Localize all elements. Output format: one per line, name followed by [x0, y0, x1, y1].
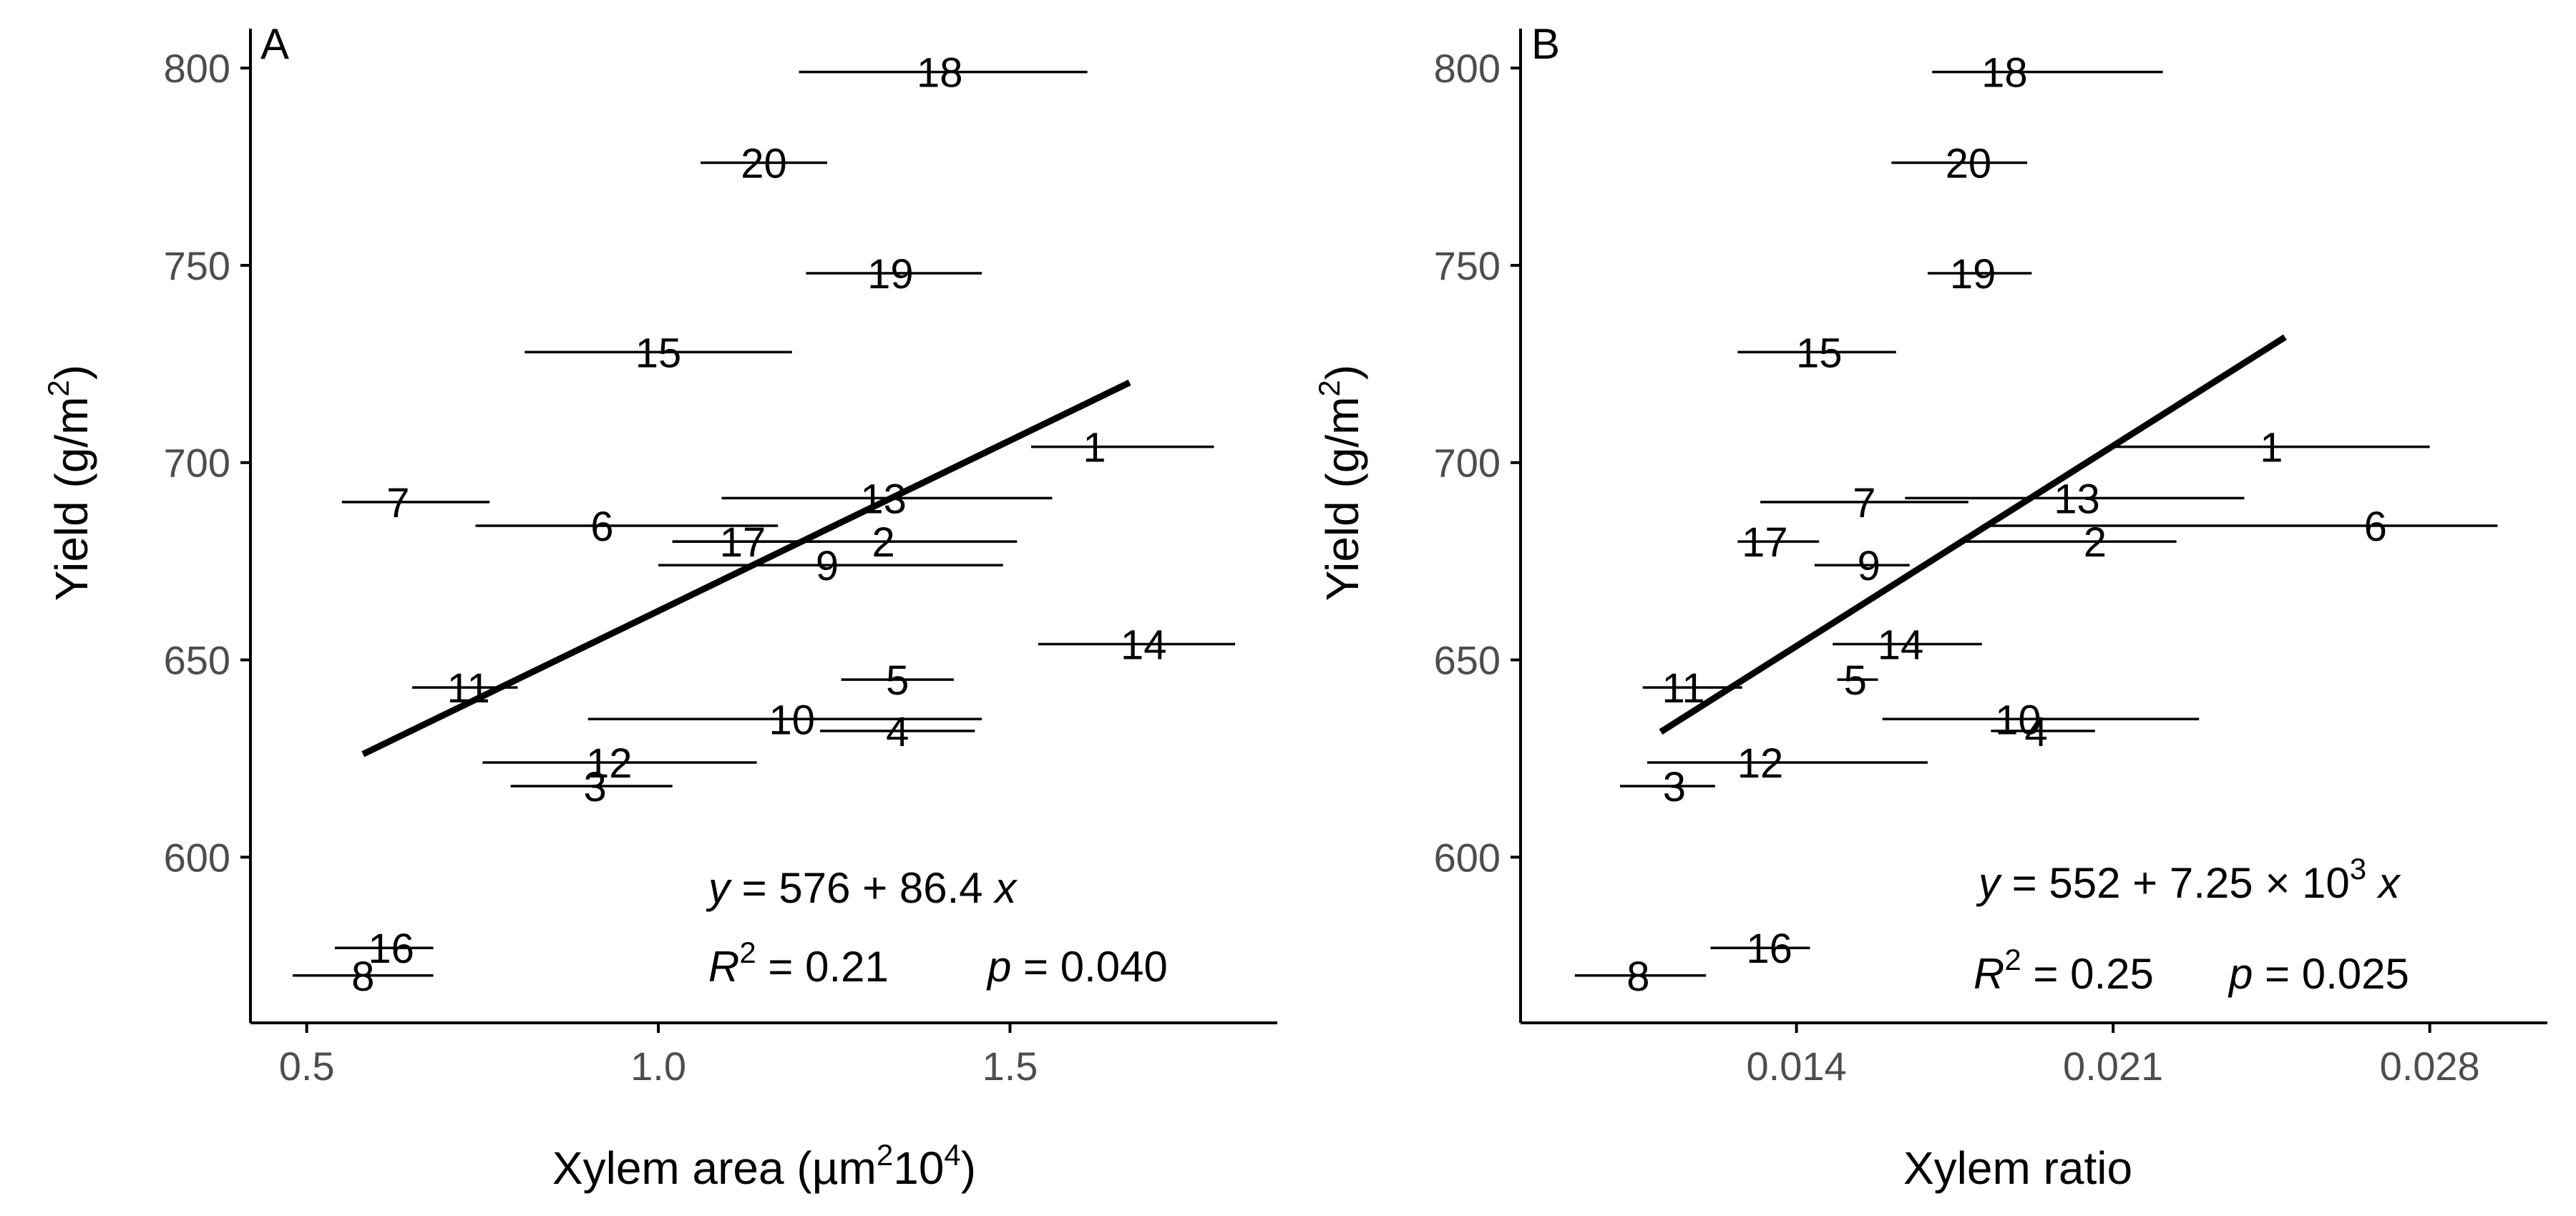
y-tick-label: 800	[1434, 46, 1501, 91]
point-label-10: 10	[769, 697, 816, 743]
x-tick-label: 1.5	[982, 1044, 1038, 1089]
point-label-1: 1	[2260, 425, 2283, 471]
point-label-2: 2	[872, 519, 894, 566]
point-label-18: 18	[917, 50, 963, 97]
point-label-15: 15	[635, 330, 682, 376]
point-label-8: 8	[1626, 953, 1649, 1000]
point-label-17: 17	[1742, 519, 1788, 566]
point-label-12: 12	[586, 740, 633, 787]
point-label-4: 4	[886, 709, 909, 755]
y-tick-label: 650	[164, 638, 230, 683]
y-tick-label: 800	[164, 46, 230, 91]
x-tick-label: 0.021	[2063, 1044, 2163, 1089]
point-label-16: 16	[368, 926, 414, 972]
r-squared: R2 = 0.25	[1974, 943, 2154, 998]
regression-equation: y = 552 + 7.25 × 103 x	[1976, 852, 2401, 907]
point-label-5: 5	[1844, 657, 1867, 704]
panel-tag: A	[260, 20, 289, 68]
y-tick-label: 600	[1434, 835, 1501, 880]
y-axis-title: Yield (g/m2)	[42, 365, 97, 601]
y-tick-label: 650	[1434, 638, 1501, 683]
p-value: p = 0.040	[986, 943, 1168, 991]
point-label-9: 9	[1858, 543, 1880, 589]
point-label-1: 1	[1083, 425, 1106, 471]
y-tick-label: 750	[164, 243, 230, 288]
panel-tag: B	[1531, 20, 1560, 68]
r-squared: R2 = 0.21	[708, 936, 889, 991]
x-axis-title: Xylem ratio	[1903, 1142, 2132, 1194]
x-tick-label: 0.5	[279, 1044, 335, 1089]
x-tick-label: 0.014	[1747, 1044, 1847, 1089]
point-label-8: 8	[351, 953, 374, 1000]
y-tick-label: 750	[1434, 243, 1501, 288]
x-tick-label: 1.0	[630, 1044, 686, 1089]
regression-line	[1659, 334, 2287, 735]
point-label-6: 6	[2364, 504, 2387, 550]
regression-equation: y = 576 + 86.4 x	[706, 864, 1018, 912]
point-label-11: 11	[1662, 665, 1704, 712]
point-label-17: 17	[720, 519, 766, 566]
point-label-20: 20	[741, 141, 787, 187]
point-label-14: 14	[1121, 622, 1167, 668]
point-label-3: 3	[1663, 764, 1686, 810]
point-label-15: 15	[1796, 330, 1843, 376]
point-label-4: 4	[2025, 709, 2048, 755]
point-label-16: 16	[1746, 926, 1792, 972]
p-value: p = 0.025	[2228, 950, 2409, 998]
point-label-5: 5	[886, 657, 909, 704]
y-tick-label: 600	[164, 835, 230, 880]
point-label-14: 14	[1878, 622, 1924, 668]
point-label-6: 6	[590, 504, 613, 550]
point-label-3: 3	[583, 764, 606, 810]
point-label-7: 7	[1853, 480, 1875, 526]
x-tick-label: 0.028	[2380, 1044, 2480, 1089]
x-axis-title: Xylem area (µm2104)	[552, 1138, 976, 1194]
point-label-18: 18	[1981, 50, 2028, 97]
y-tick-label: 700	[1434, 441, 1501, 486]
point-label-19: 19	[867, 251, 914, 298]
point-label-13: 13	[2054, 476, 2100, 522]
point-label-7: 7	[386, 480, 409, 526]
point-label-10: 10	[1995, 697, 2041, 743]
point-label-12: 12	[1737, 740, 1784, 787]
point-label-2: 2	[2084, 519, 2107, 566]
point-label-19: 19	[1950, 251, 1996, 298]
y-tick-label: 700	[164, 441, 230, 486]
regression-line	[361, 379, 1131, 757]
point-label-20: 20	[1946, 141, 1992, 187]
point-label-9: 9	[816, 543, 839, 589]
y-axis-title: Yield (g/m2)	[1312, 365, 1368, 601]
